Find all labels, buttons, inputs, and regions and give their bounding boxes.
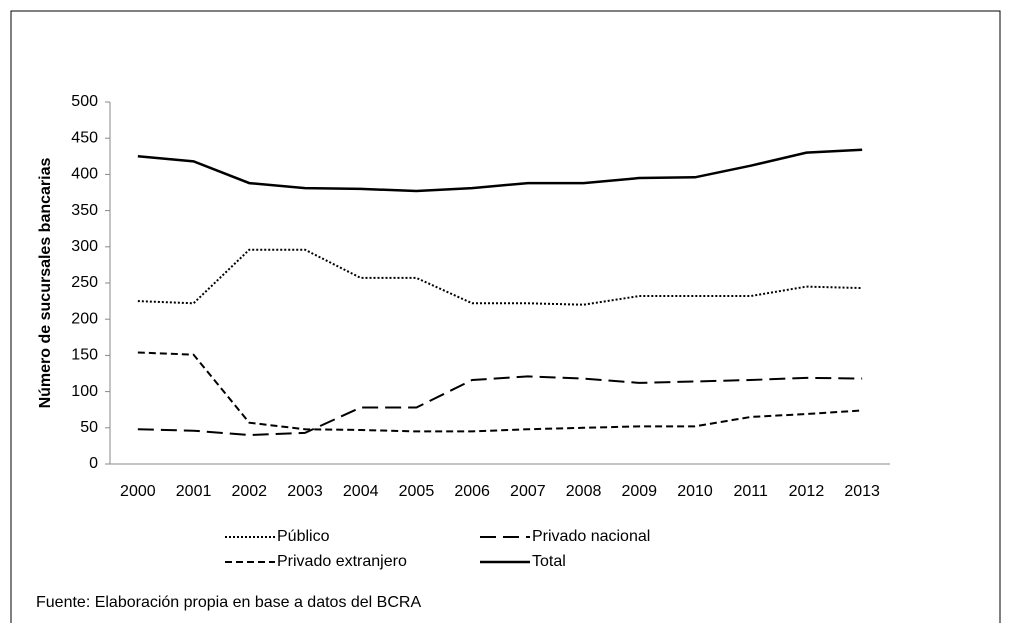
y-tick-label: 150 xyxy=(71,347,98,364)
x-tick-label: 2013 xyxy=(844,483,880,500)
y-tick-label: 400 xyxy=(71,166,98,183)
x-tick-label: 2004 xyxy=(343,483,379,500)
y-tick-label: 50 xyxy=(80,419,98,436)
x-tick-label: 2008 xyxy=(566,483,602,500)
y-tick-label: 200 xyxy=(71,310,98,327)
frame xyxy=(10,10,1001,623)
series-line xyxy=(137,375,863,437)
source-note: Fuente: Elaboración propia en base a dat… xyxy=(36,594,421,611)
x-tick-label: 2000 xyxy=(120,483,156,500)
x-tick-label: 2005 xyxy=(399,483,435,500)
series-line xyxy=(137,351,863,433)
series-line xyxy=(137,248,863,306)
x-tick-label: 2012 xyxy=(789,483,825,500)
x-tick-label: 2002 xyxy=(231,483,267,500)
x-tick-label: 2006 xyxy=(454,483,490,500)
y-tick-label: 250 xyxy=(71,274,98,291)
y-tick-label: 0 xyxy=(89,455,98,472)
y-tick-label: 300 xyxy=(71,238,98,255)
y-tick-label: 100 xyxy=(71,383,98,400)
x-tick-label: 2009 xyxy=(621,483,657,500)
y-tick-label: 350 xyxy=(71,202,98,219)
series-line xyxy=(137,148,863,193)
legend-label: Privado nacional xyxy=(532,528,650,545)
y-axis-label: Número de sucursales bancarias xyxy=(37,158,54,409)
legend-label: Total xyxy=(532,553,566,570)
y-tick-label: 500 xyxy=(71,93,98,110)
y-tick-label: 450 xyxy=(71,129,98,146)
x-tick-label: 2007 xyxy=(510,483,546,500)
x-tick-label: 2011 xyxy=(734,483,769,500)
x-tick-label: 2003 xyxy=(287,483,323,500)
legend-label: Privado extranjero xyxy=(277,553,407,570)
x-tick-label: 2010 xyxy=(677,483,713,500)
x-tick-label: 2001 xyxy=(176,483,212,500)
legend-label: Público xyxy=(277,528,330,545)
